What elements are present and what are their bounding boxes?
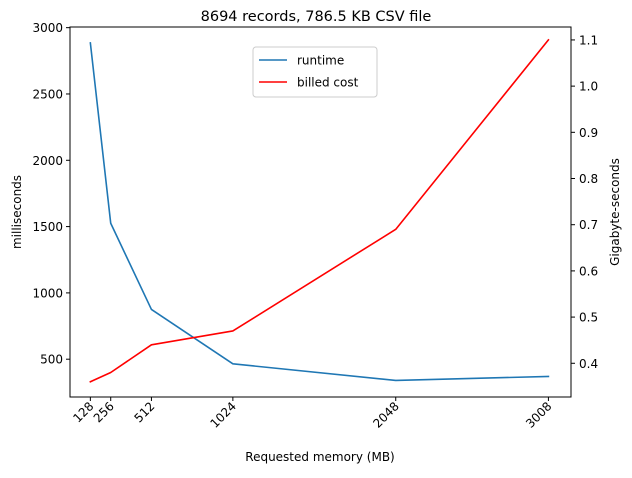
- legend: runtime billed cost: [252, 46, 378, 98]
- chart-title: 8694 records, 786.5 KB CSV file: [201, 9, 432, 25]
- series-line-billed-cost: [89, 38, 550, 383]
- y-axis-right-label: Gigabyte-seconds: [608, 158, 622, 266]
- y-right-tick-label: 1.1: [579, 33, 598, 47]
- y-right-tick-label: 0.8: [579, 172, 598, 186]
- legend-label-runtime: runtime: [297, 54, 344, 68]
- y-right-tick-label: 0.4: [579, 357, 598, 371]
- y-right-tick-label: 0.9: [579, 126, 598, 140]
- y-left-tick-label: 2000: [32, 154, 63, 168]
- y-left-tick-label: 3000: [32, 21, 63, 35]
- series-line-runtime: [89, 42, 550, 382]
- y-right-tick-label: 0.5: [579, 311, 598, 325]
- y-right-tick-label: 0.7: [579, 218, 598, 232]
- plot-area: [89, 38, 550, 383]
- y-left-tick-label: 1000: [32, 286, 63, 300]
- x-tick-label: 3008: [523, 399, 554, 430]
- plot-frame: [69, 26, 572, 398]
- x-axis-label: Requested memory (MB): [245, 450, 394, 464]
- y-right-tick-label: 0.6: [579, 264, 598, 278]
- y-left-tick-label: 1500: [32, 220, 63, 234]
- x-tick-label: 1024: [207, 399, 238, 430]
- x-tick-label: 256: [91, 399, 117, 425]
- x-tick-label: 512: [131, 399, 157, 425]
- y-axis-left-label: milliseconds: [10, 175, 24, 249]
- y-left-tick-label: 500: [40, 353, 63, 367]
- y-left-tick-label: 2500: [32, 87, 63, 101]
- legend-label-billed-cost: billed cost: [297, 76, 359, 90]
- y-right-tick-label: 1.0: [579, 80, 598, 94]
- x-tick-label: 2048: [370, 399, 401, 430]
